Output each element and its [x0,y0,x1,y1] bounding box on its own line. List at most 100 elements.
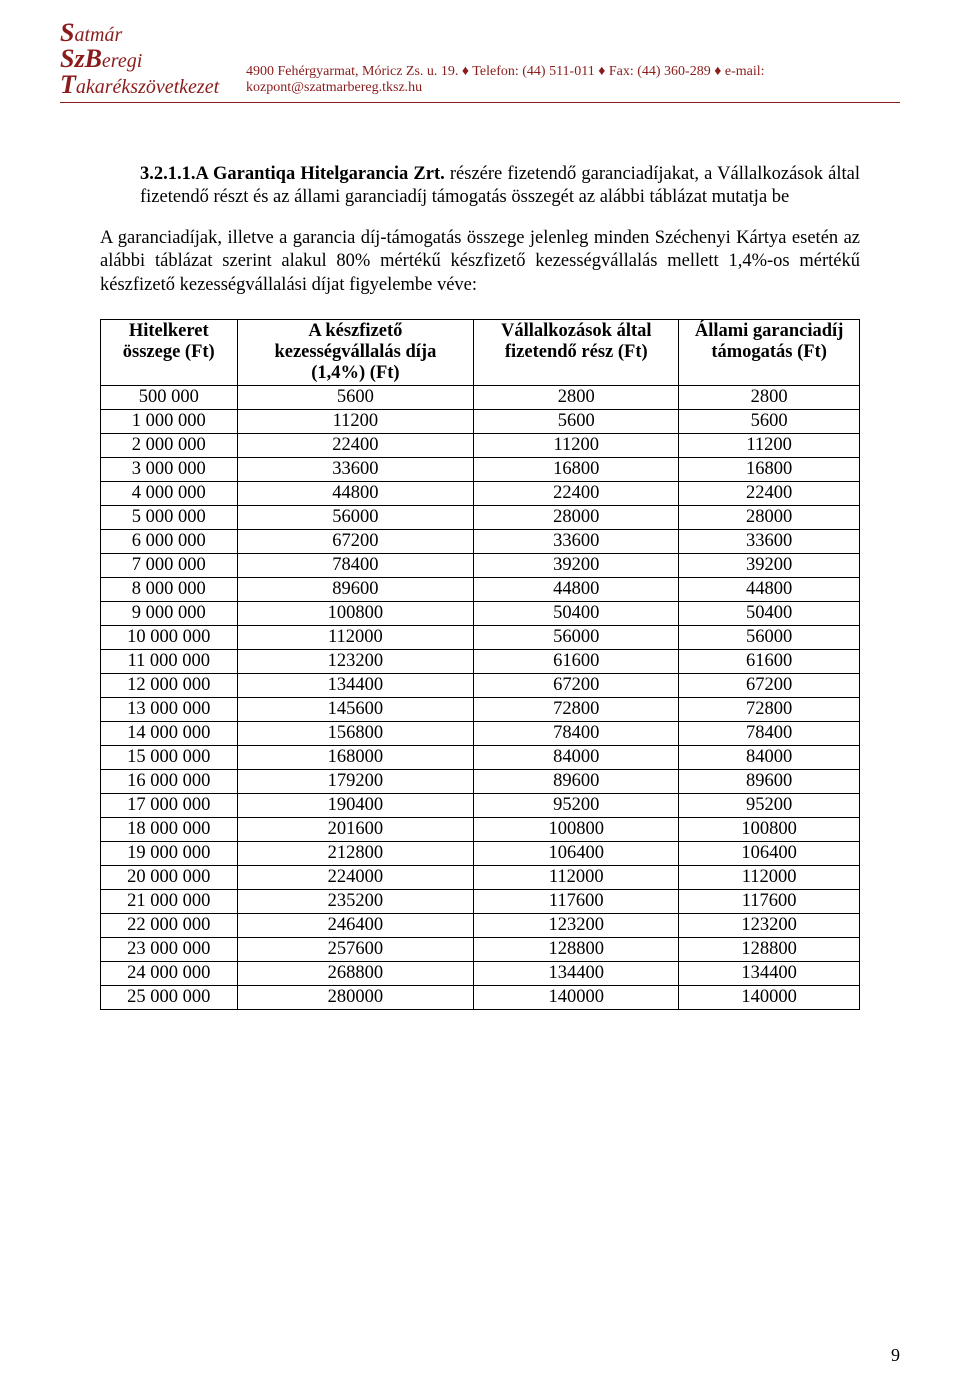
table-cell: 112000 [679,865,860,889]
page-number: 9 [891,1345,900,1366]
table-cell: 3 000 000 [101,457,238,481]
table-cell: 106400 [679,841,860,865]
table-cell: 5600 [474,409,679,433]
table-cell: 117600 [679,889,860,913]
table-cell: 112000 [474,865,679,889]
table-cell: 8 000 000 [101,577,238,601]
table-cell: 123200 [679,913,860,937]
table-cell: 10 000 000 [101,625,238,649]
table-cell: 72800 [679,697,860,721]
table-row: 8 000 000896004480044800 [101,577,860,601]
table-cell: 179200 [237,769,474,793]
table-cell: 15 000 000 [101,745,238,769]
document-page: Satmár SzBeregi Takarékszövetkezet 4900 … [0,0,960,1396]
table-cell: 56000 [474,625,679,649]
col-header-3: Vállalkozások által fizetendő rész (Ft) [474,319,679,385]
content-area: 3.2.1.1.A Garantiqa Hitelgarancia Zrt. r… [60,163,900,1010]
table-cell: 246400 [237,913,474,937]
table-cell: 16800 [679,457,860,481]
logo-cap-3: T [60,70,76,99]
table-cell: 5 000 000 [101,505,238,529]
table-cell: 50400 [474,601,679,625]
table-cell: 145600 [237,697,474,721]
table-row: 20 000 000224000112000112000 [101,865,860,889]
table-cell: 72800 [474,697,679,721]
table-row: 19 000 000212800106400106400 [101,841,860,865]
table-cell: 25 000 000 [101,985,238,1009]
table-row: 18 000 000201600100800100800 [101,817,860,841]
table-cell: 268800 [237,961,474,985]
table-cell: 84000 [474,745,679,769]
table-row: 24 000 000268800134400134400 [101,961,860,985]
table-cell: 21 000 000 [101,889,238,913]
table-cell: 117600 [474,889,679,913]
table-row: 9 000 0001008005040050400 [101,601,860,625]
table-cell: 89600 [237,577,474,601]
table-row: 4 000 000448002240022400 [101,481,860,505]
table-row: 22 000 000246400123200123200 [101,913,860,937]
table-header-row: Hitelkeret összege (Ft) A készfizető kez… [101,319,860,385]
table-cell: 280000 [237,985,474,1009]
table-row: 16 000 0001792008960089600 [101,769,860,793]
table-cell: 235200 [237,889,474,913]
table-cell: 2 000 000 [101,433,238,457]
section-title: A Garantiqa Hitelgarancia Zrt. [196,164,445,184]
table-row: 21 000 000235200117600117600 [101,889,860,913]
table-cell: 89600 [474,769,679,793]
table-cell: 11 000 000 [101,649,238,673]
table-cell: 61600 [679,649,860,673]
table-cell: 33600 [474,529,679,553]
table-cell: 78400 [679,721,860,745]
table-cell: 14 000 000 [101,721,238,745]
table-cell: 12 000 000 [101,673,238,697]
contact-info: 4900 Fehérgyarmat, Móricz Zs. u. 19. ♦ T… [246,64,900,98]
table-cell: 61600 [474,649,679,673]
table-row: 500 000560028002800 [101,385,860,409]
logo-cap-2: Sz [60,44,85,73]
table-cell: 2800 [679,385,860,409]
col-header-4: Állami garanciadíj támogatás (Ft) [679,319,860,385]
table-cell: 100800 [474,817,679,841]
table-cell: 156800 [237,721,474,745]
table-cell: 13 000 000 [101,697,238,721]
table-cell: 22400 [474,481,679,505]
col-header-1: Hitelkeret összege (Ft) [101,319,238,385]
table-cell: 22400 [237,433,474,457]
table-cell: 134400 [237,673,474,697]
section-heading-paragraph: 3.2.1.1.A Garantiqa Hitelgarancia Zrt. r… [140,163,860,209]
table-row: 25 000 000280000140000140000 [101,985,860,1009]
table-cell: 20 000 000 [101,865,238,889]
table-cell: 22400 [679,481,860,505]
table-cell: 128800 [679,937,860,961]
table-cell: 140000 [474,985,679,1009]
table-cell: 28000 [679,505,860,529]
table-cell: 224000 [237,865,474,889]
table-cell: 11200 [474,433,679,457]
table-cell: 106400 [474,841,679,865]
table-cell: 9 000 000 [101,601,238,625]
table-cell: 4 000 000 [101,481,238,505]
table-cell: 257600 [237,937,474,961]
table-cell: 39200 [474,553,679,577]
table-row: 1 000 0001120056005600 [101,409,860,433]
table-cell: 1 000 000 [101,409,238,433]
table-cell: 23 000 000 [101,937,238,961]
table-header: Hitelkeret összege (Ft) A készfizető kez… [101,319,860,385]
table-cell: 100800 [237,601,474,625]
table-cell: 18 000 000 [101,817,238,841]
table-cell: 201600 [237,817,474,841]
table-row: 3 000 000336001680016800 [101,457,860,481]
table-cell: 17 000 000 [101,793,238,817]
table-cell: 89600 [679,769,860,793]
table-cell: 67200 [237,529,474,553]
table-row: 23 000 000257600128800128800 [101,937,860,961]
table-cell: 67200 [679,673,860,697]
intro-paragraph: A garanciadíjak, illetve a garancia díj-… [100,227,860,296]
table-row: 15 000 0001680008400084000 [101,745,860,769]
table-cell: 95200 [679,793,860,817]
logo-tail-2: eregi [102,50,142,72]
table-cell: 39200 [679,553,860,577]
table-cell: 7 000 000 [101,553,238,577]
table-cell: 11200 [679,433,860,457]
table-row: 10 000 0001120005600056000 [101,625,860,649]
